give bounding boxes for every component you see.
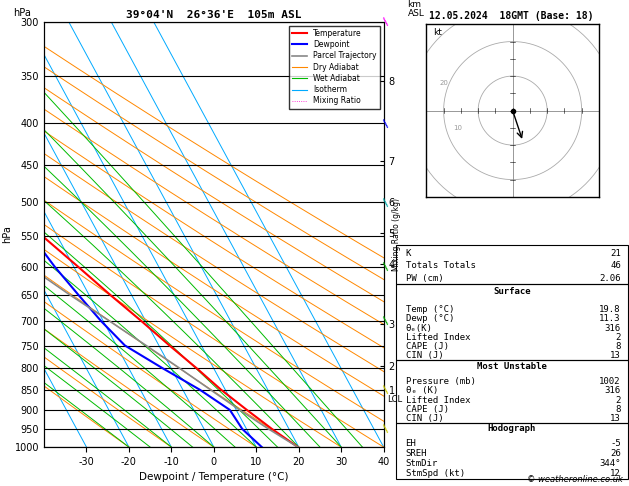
Text: /: / — [382, 197, 392, 208]
Text: 2: 2 — [615, 396, 621, 404]
Text: 316: 316 — [604, 386, 621, 396]
Text: 344°: 344° — [599, 459, 621, 468]
Text: 21: 21 — [610, 249, 621, 258]
Text: 2: 2 — [615, 332, 621, 342]
Text: /: / — [382, 17, 392, 27]
Text: Lifted Index: Lifted Index — [406, 332, 470, 342]
Title: 39°04'N  26°36'E  105m ASL: 39°04'N 26°36'E 105m ASL — [126, 10, 302, 20]
Text: 1002: 1002 — [599, 378, 621, 386]
Text: PW (cm): PW (cm) — [406, 274, 443, 283]
Text: 46: 46 — [610, 261, 621, 270]
Text: 13: 13 — [610, 350, 621, 360]
Text: θₑ (K): θₑ (K) — [406, 386, 438, 396]
Text: /: / — [382, 261, 392, 272]
Text: 8: 8 — [615, 342, 621, 350]
Text: /: / — [382, 119, 392, 128]
Text: © weatheronline.co.uk: © weatheronline.co.uk — [527, 474, 623, 484]
Text: StmSpd (kt): StmSpd (kt) — [406, 469, 465, 478]
Text: Lifted Index: Lifted Index — [406, 396, 470, 404]
Text: EH: EH — [406, 439, 416, 448]
Text: CIN (J): CIN (J) — [406, 350, 443, 360]
Text: -5: -5 — [610, 439, 621, 448]
Text: 316: 316 — [604, 324, 621, 332]
Text: Totals Totals: Totals Totals — [406, 261, 476, 270]
Text: Hodograph: Hodograph — [488, 424, 536, 434]
Text: LCL: LCL — [387, 396, 402, 404]
Text: Pressure (mb): Pressure (mb) — [406, 378, 476, 386]
Text: hPa: hPa — [13, 8, 31, 17]
Text: /: / — [382, 385, 392, 395]
Text: 20: 20 — [439, 80, 448, 86]
Legend: Temperature, Dewpoint, Parcel Trajectory, Dry Adiabat, Wet Adiabat, Isotherm, Mi: Temperature, Dewpoint, Parcel Trajectory… — [289, 26, 380, 108]
Text: /: / — [382, 424, 392, 434]
Text: Most Unstable: Most Unstable — [477, 362, 547, 370]
Text: 12: 12 — [610, 469, 621, 478]
Text: CAPE (J): CAPE (J) — [406, 405, 448, 414]
X-axis label: Dewpoint / Temperature (°C): Dewpoint / Temperature (°C) — [139, 472, 289, 483]
Text: CAPE (J): CAPE (J) — [406, 342, 448, 350]
Text: 2.06: 2.06 — [599, 274, 621, 283]
Text: K: K — [406, 249, 411, 258]
Text: Mixing Ratio (g/kg): Mixing Ratio (g/kg) — [392, 198, 401, 271]
Text: Surface: Surface — [493, 287, 531, 295]
Text: 11.3: 11.3 — [599, 314, 621, 324]
Text: SREH: SREH — [406, 449, 427, 458]
Text: kt: kt — [433, 28, 442, 36]
Y-axis label: hPa: hPa — [2, 226, 12, 243]
Text: 12.05.2024  18GMT (Base: 18): 12.05.2024 18GMT (Base: 18) — [429, 11, 593, 21]
Text: 8: 8 — [615, 405, 621, 414]
Text: 13: 13 — [610, 414, 621, 423]
Text: StmDir: StmDir — [406, 459, 438, 468]
Text: 26: 26 — [610, 449, 621, 458]
Text: km
ASL: km ASL — [408, 0, 425, 17]
Text: 10: 10 — [453, 125, 462, 131]
Text: Temp (°C): Temp (°C) — [406, 305, 454, 314]
Text: Dewp (°C): Dewp (°C) — [406, 314, 454, 324]
Text: CIN (J): CIN (J) — [406, 414, 443, 423]
Text: θₑ(K): θₑ(K) — [406, 324, 432, 332]
Text: /: / — [382, 316, 392, 326]
Text: 19.8: 19.8 — [599, 305, 621, 314]
